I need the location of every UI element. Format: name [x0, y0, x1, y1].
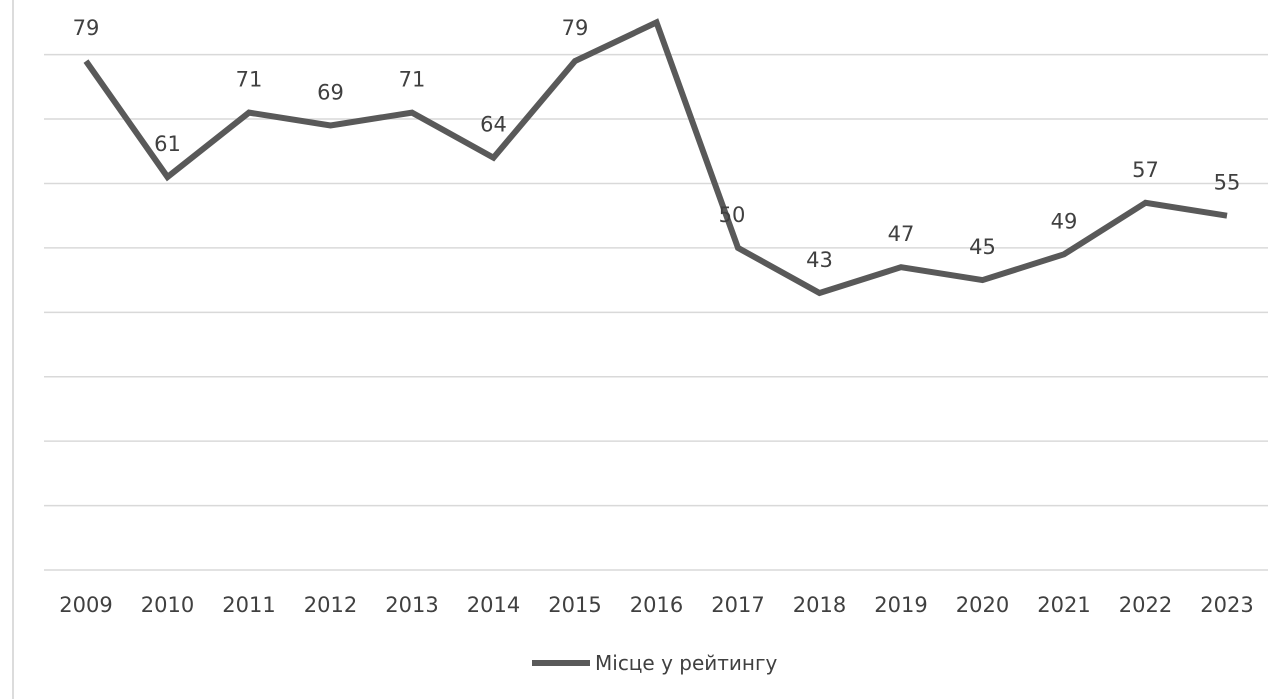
series-line-mistse-u-reitynhu: [83, 18, 1228, 297]
data-label-2010: 61: [154, 132, 181, 156]
x-tick-label-2015: 2015: [548, 593, 601, 617]
data-labels: 79 61 71 69 71 64 79 50 43 47 45 49 57 55: [73, 16, 1241, 272]
data-label-2021: 49: [1051, 209, 1078, 233]
x-tick-label-2018: 2018: [793, 593, 846, 617]
data-label-2023: 55: [1214, 171, 1241, 195]
x-tick-label-2021: 2021: [1037, 593, 1090, 617]
x-tick-label-2010: 2010: [141, 593, 194, 617]
x-tick-label-2012: 2012: [304, 593, 357, 617]
x-tick-label-2017: 2017: [711, 593, 764, 617]
x-tick-label-2016: 2016: [630, 593, 683, 617]
x-tick-label-2022: 2022: [1119, 593, 1172, 617]
x-tick-label-2013: 2013: [385, 593, 438, 617]
x-axis-tick-labels: 2009 2010 2011 2012 2013 2014 2015 2016 2017 2018…: [59, 593, 1253, 617]
x-tick-label-2009: 2009: [59, 593, 112, 617]
data-label-2015: 79: [562, 16, 589, 40]
data-label-2014: 64: [480, 113, 507, 137]
x-tick-label-2011: 2011: [222, 593, 275, 617]
x-tick-label-2023: 2023: [1200, 593, 1253, 617]
data-label-2018: 43: [806, 248, 833, 272]
x-tick-label-2019: 2019: [874, 593, 927, 617]
data-label-2012: 69: [317, 81, 344, 105]
data-label-2019: 47: [888, 222, 915, 246]
data-label-2017: 50: [719, 203, 746, 227]
x-tick-label-2020: 2020: [956, 593, 1009, 617]
gridlines: [44, 53, 1268, 571]
data-label-2020: 45: [969, 235, 996, 259]
data-label-2011: 71: [236, 68, 263, 92]
data-label-2013: 71: [399, 68, 426, 92]
x-tick-label-2014: 2014: [467, 593, 520, 617]
legend: Місце у рейтингу: [532, 651, 778, 675]
legend-label: Місце у рейтингу: [595, 651, 778, 675]
data-label-2022: 57: [1132, 158, 1159, 182]
data-label-2009: 79: [73, 16, 100, 40]
